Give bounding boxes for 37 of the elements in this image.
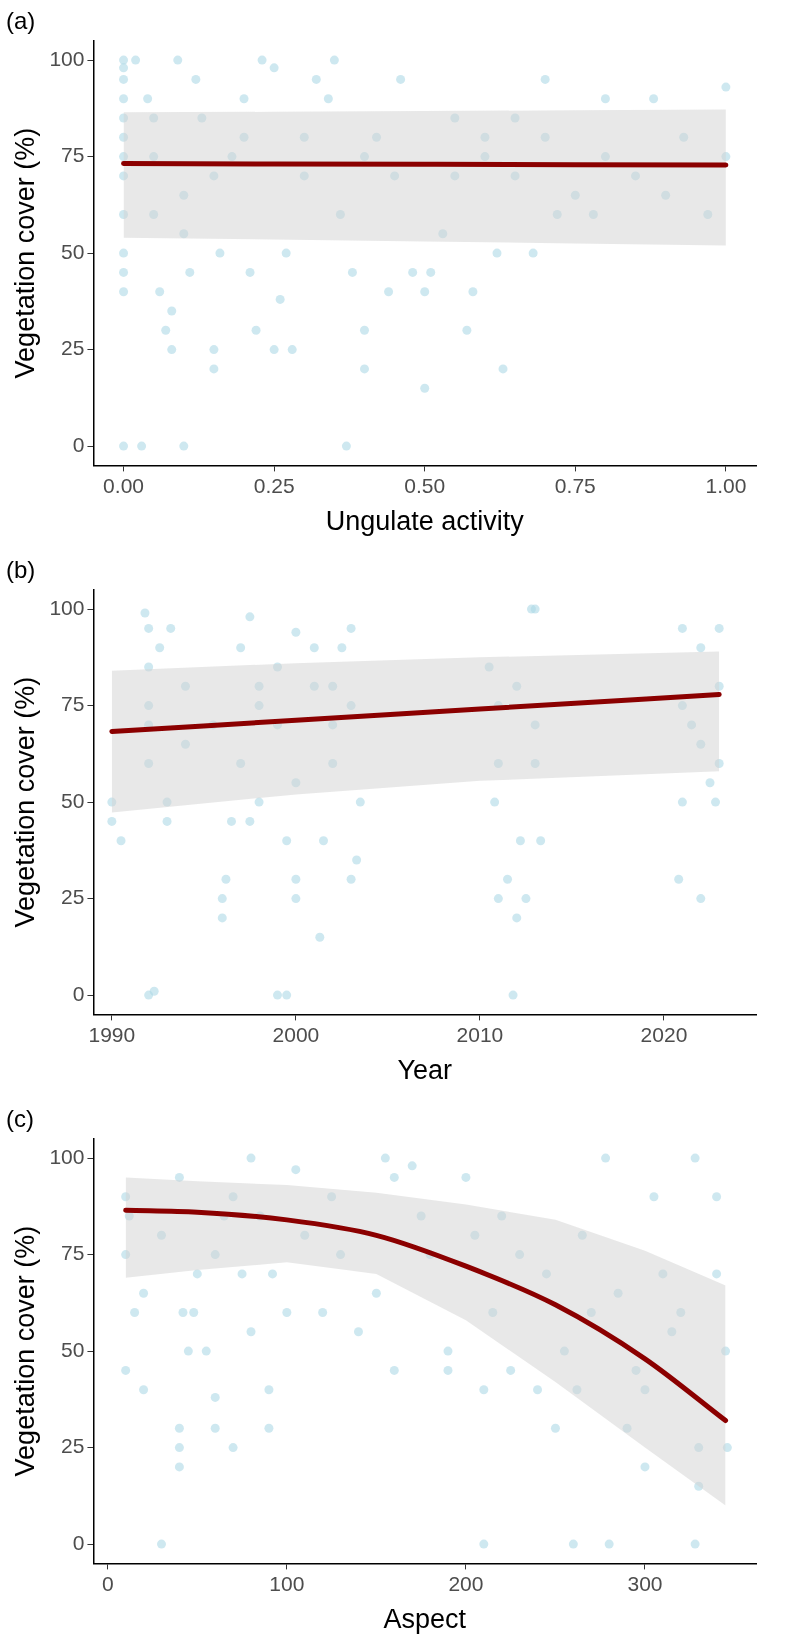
y-tick-label: 100 <box>49 46 85 70</box>
chart-title: (b) <box>6 556 36 584</box>
y-tick-label: 0 <box>72 1530 85 1554</box>
x-tick-label: 100 <box>269 1571 305 1595</box>
x-tick-label: 0.00 <box>103 473 144 497</box>
x-tick-label: 200 <box>448 1571 484 1595</box>
y-tick-label: 75 <box>61 692 85 716</box>
x-tick-label: 0.50 <box>404 473 446 497</box>
x-tick-label: 2020 <box>640 1022 688 1046</box>
x-tick-label: 1990 <box>88 1022 136 1046</box>
y-axis-title: Vegetation cover (%) <box>9 127 40 379</box>
x-tick-label: 1.00 <box>705 473 747 497</box>
chart-title: (c) <box>6 1105 34 1133</box>
x-tick-label: 0.25 <box>253 473 295 497</box>
x-axis-title: Aspect <box>383 1604 467 1635</box>
y-tick-label: 25 <box>61 885 85 909</box>
y-tick-label: 100 <box>49 595 85 619</box>
y-tick-label: 75 <box>61 1241 85 1265</box>
x-tick-label: 2000 <box>272 1022 320 1046</box>
x-tick-label: 0 <box>101 1571 114 1595</box>
y-tick-label: 75 <box>61 143 85 167</box>
y-tick-label: 25 <box>61 336 85 360</box>
y-axis-title: Vegetation cover (%) <box>9 676 40 928</box>
x-axis-title: Ungulate activity <box>325 506 525 537</box>
y-tick-label: 50 <box>61 788 85 812</box>
x-tick-label: 0.75 <box>554 473 596 497</box>
x-tick-label: 300 <box>627 1571 663 1595</box>
x-axis-title: Year <box>397 1055 452 1086</box>
y-axis-title: Vegetation cover (%) <box>9 1225 40 1477</box>
y-tick-label: 50 <box>61 239 85 263</box>
y-tick-label: 0 <box>72 981 85 1005</box>
y-tick-label: 50 <box>61 1337 85 1361</box>
y-tick-label: 100 <box>49 1144 85 1168</box>
y-tick-label: 0 <box>72 432 85 456</box>
x-tick-label: 2010 <box>456 1022 504 1046</box>
y-tick-label: 25 <box>61 1434 85 1458</box>
chart-title: (a) <box>6 7 36 35</box>
